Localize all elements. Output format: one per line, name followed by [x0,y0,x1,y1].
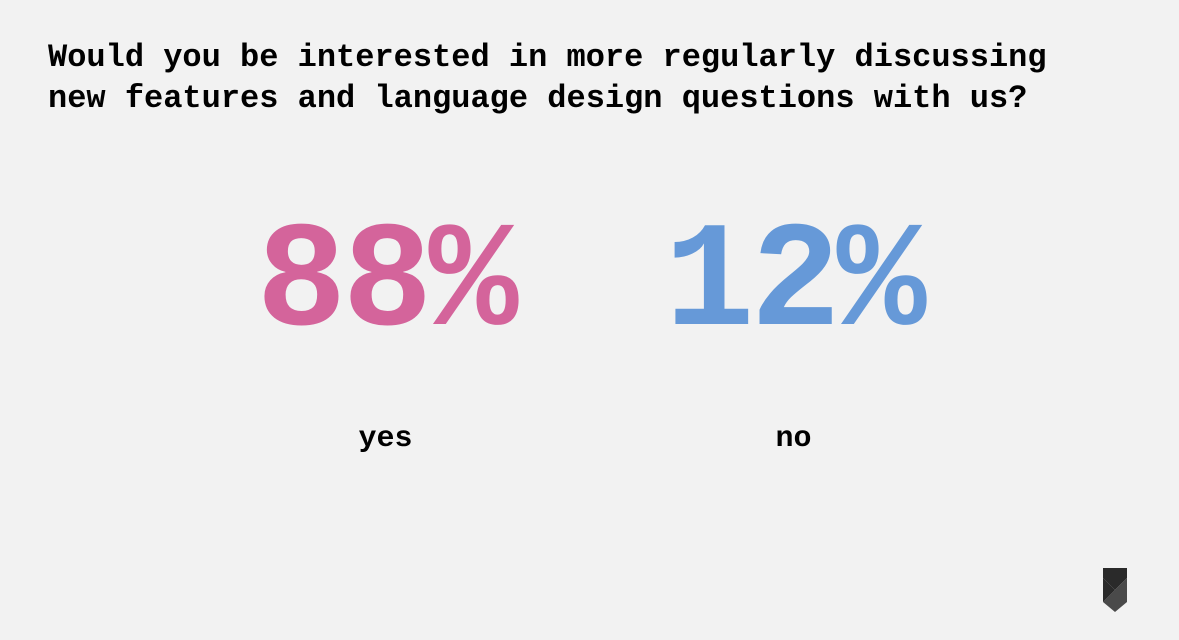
stat-yes-value: 88% [256,210,514,360]
stat-yes-label: yes [358,422,412,456]
question-title: Would you be interested in more regularl… [48,38,1119,120]
stat-no-value: 12% [665,210,923,360]
stat-no: 12% no [665,210,923,456]
stat-yes: 88% yes [256,210,514,456]
stats-container: 88% yes 12% no [0,210,1179,456]
brand-logo-icon [1093,564,1137,616]
stat-no-label: no [776,422,812,456]
